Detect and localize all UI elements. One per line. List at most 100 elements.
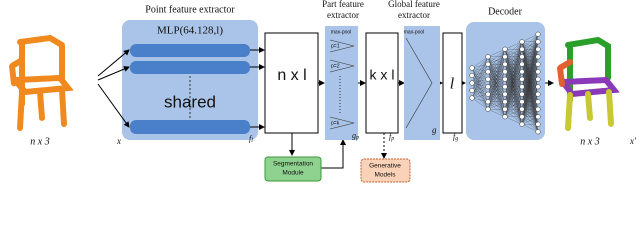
edge bbox=[487, 109, 506, 117]
output-chair bbox=[556, 36, 620, 131]
edge bbox=[504, 41, 523, 95]
edge bbox=[521, 116, 539, 125]
gp-label: gp bbox=[352, 131, 359, 142]
neuron bbox=[469, 72, 475, 79]
edge bbox=[487, 49, 506, 57]
edge bbox=[521, 34, 539, 110]
neuron bbox=[519, 76, 525, 82]
edge bbox=[471, 56, 489, 69]
edge bbox=[504, 41, 523, 102]
edge bbox=[504, 94, 523, 117]
generative-label: Models bbox=[375, 172, 397, 179]
point-extractor-title: Point feature extractor bbox=[145, 4, 235, 15]
edge bbox=[487, 49, 506, 72]
part-features-box bbox=[365, 32, 399, 134]
input-symbol: x bbox=[116, 136, 121, 146]
edge bbox=[504, 64, 523, 117]
neuron bbox=[535, 76, 541, 82]
neuron bbox=[535, 129, 541, 135]
global-features-box bbox=[442, 32, 463, 134]
neuron bbox=[519, 61, 525, 67]
edge bbox=[471, 71, 489, 99]
neuron bbox=[469, 80, 475, 86]
edge bbox=[521, 41, 539, 125]
generative-box[interactable] bbox=[360, 158, 411, 183]
edge bbox=[521, 86, 539, 125]
global-extractor-box bbox=[404, 26, 440, 140]
edge bbox=[504, 41, 523, 50]
neuron bbox=[485, 61, 491, 67]
neuron bbox=[502, 91, 508, 97]
edge bbox=[487, 49, 506, 110]
segmentation-box[interactable] bbox=[264, 156, 322, 182]
edge bbox=[471, 97, 489, 102]
edge bbox=[504, 41, 523, 110]
edge bbox=[504, 41, 523, 72]
shared-label: shared bbox=[164, 92, 216, 111]
edge bbox=[471, 56, 489, 99]
mlp-layer bbox=[130, 61, 250, 74]
edge bbox=[521, 49, 539, 125]
edge bbox=[504, 49, 523, 117]
edge bbox=[471, 86, 489, 99]
edge bbox=[521, 34, 539, 102]
neuron bbox=[519, 106, 525, 112]
edge bbox=[487, 49, 506, 95]
neuron bbox=[485, 106, 491, 112]
edge bbox=[471, 79, 489, 99]
edge bbox=[521, 34, 539, 80]
edge bbox=[504, 86, 523, 117]
edge bbox=[471, 56, 489, 84]
global-features-label: l bbox=[450, 76, 455, 93]
neuron bbox=[535, 69, 541, 75]
neuron bbox=[485, 76, 491, 82]
neuron bbox=[485, 69, 491, 75]
part-label: p=k bbox=[331, 120, 340, 126]
edge bbox=[521, 79, 539, 125]
edge bbox=[487, 49, 506, 80]
neuron bbox=[535, 99, 541, 105]
neuron bbox=[485, 54, 491, 60]
neuron bbox=[485, 91, 491, 97]
neuron bbox=[469, 95, 475, 101]
neuron bbox=[469, 87, 475, 94]
edge bbox=[521, 34, 539, 117]
neuron bbox=[502, 114, 508, 120]
neuron bbox=[535, 39, 541, 45]
edge bbox=[471, 94, 489, 99]
edge bbox=[521, 64, 539, 125]
decoder-title: Decoder bbox=[488, 6, 523, 17]
neuron bbox=[519, 84, 525, 90]
edge bbox=[487, 64, 506, 110]
neuron bbox=[469, 65, 475, 71]
edge bbox=[504, 109, 523, 117]
neuron bbox=[519, 91, 525, 97]
neuron bbox=[502, 106, 508, 112]
fg-label: fg bbox=[453, 132, 458, 143]
edge bbox=[521, 94, 539, 125]
g-label: g bbox=[432, 125, 437, 135]
neuron bbox=[535, 121, 541, 127]
neuron bbox=[535, 54, 541, 60]
part-label: p=1 bbox=[331, 43, 340, 49]
edge bbox=[521, 34, 539, 125]
neuron bbox=[535, 106, 541, 112]
edge bbox=[487, 71, 506, 110]
edge bbox=[521, 34, 539, 72]
edge bbox=[521, 34, 539, 95]
edge bbox=[504, 41, 523, 65]
edge bbox=[504, 41, 523, 57]
fl-label: fl bbox=[249, 134, 253, 145]
global-extractor-title: extractor bbox=[398, 10, 430, 20]
edge bbox=[504, 101, 523, 117]
edge bbox=[521, 101, 539, 125]
max-pool-label: max-pool bbox=[404, 29, 425, 35]
edge bbox=[521, 34, 539, 65]
part-features-label: k x l bbox=[370, 67, 395, 83]
edge bbox=[504, 116, 523, 125]
neuron bbox=[502, 46, 508, 52]
output-size: n x 3 bbox=[580, 136, 599, 147]
neuron bbox=[485, 84, 491, 90]
part-extractor-title: extractor bbox=[327, 10, 359, 20]
part-extractor-title: Part feature bbox=[322, 0, 364, 9]
